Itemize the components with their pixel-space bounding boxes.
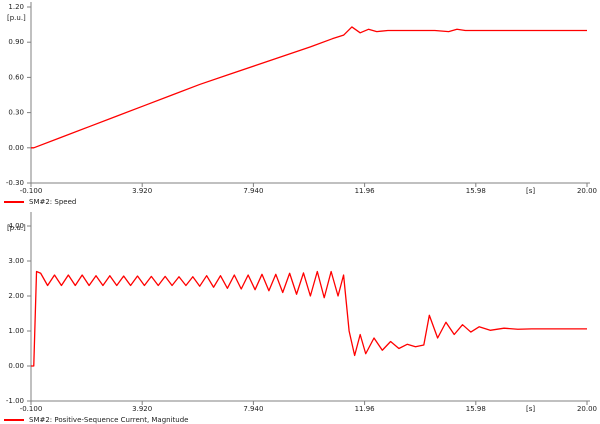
x-tick-label: -0.100 — [20, 187, 43, 195]
x-tick-label: 11.96 — [355, 187, 376, 195]
y-tick-label: 0.60 — [8, 73, 24, 81]
y-tick-label: 0.00 — [8, 144, 24, 152]
y-tick-label: 0.00 — [8, 362, 24, 370]
x-tick-label: -0.100 — [20, 405, 43, 413]
legend-label: SM#2: Positive-Sequence Current, Magnitu… — [29, 416, 188, 424]
y-tick-label: 1.20 — [8, 3, 24, 11]
y-tick-label: -1.00 — [6, 397, 24, 405]
x-tick-label: 11.96 — [355, 405, 376, 413]
x-tick-label: 7.940 — [243, 405, 263, 413]
y-tick-label: 4.00 — [8, 222, 24, 230]
y-tick-label: -0.30 — [6, 179, 24, 187]
x-unit: [s] — [526, 187, 535, 195]
x-unit: [s] — [526, 405, 535, 413]
x-tick-label: 20.00 — [577, 187, 597, 195]
x-tick-label: 20.00 — [577, 405, 597, 413]
x-tick-label: 15.98 — [466, 405, 486, 413]
y-tick-label: 3.00 — [8, 257, 24, 265]
y-tick-label: 0.30 — [8, 109, 24, 117]
y-tick-label: 2.00 — [8, 292, 24, 300]
x-tick-label: 3.920 — [132, 405, 152, 413]
y-tick-label: 1.00 — [8, 327, 24, 335]
legend-label: SM#2: Speed — [29, 198, 76, 206]
y-unit: [p.u.] — [7, 224, 26, 232]
y-unit: [p.u.] — [7, 14, 26, 22]
series-line — [31, 26, 587, 149]
x-tick-label: 15.98 — [466, 187, 486, 195]
series-line — [31, 270, 587, 367]
y-tick-label: 0.90 — [8, 38, 24, 46]
x-tick-label: 3.920 — [132, 187, 152, 195]
x-tick-label: 7.940 — [243, 187, 263, 195]
